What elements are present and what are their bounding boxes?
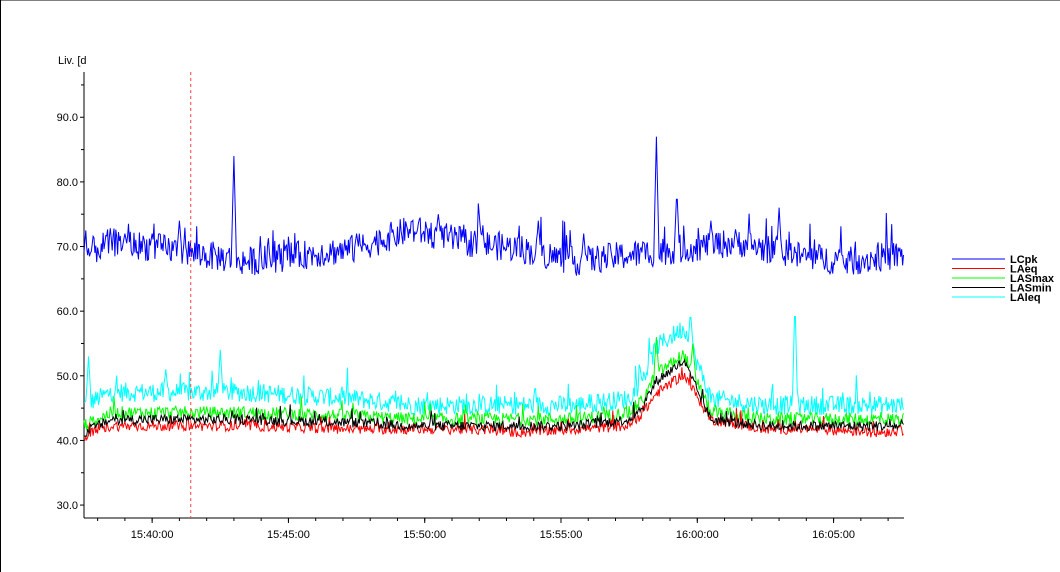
legend-label: LCpk bbox=[1010, 254, 1038, 266]
y-tick-label: 40.0 bbox=[57, 435, 78, 447]
x-tick-label: 15:55:00 bbox=[540, 529, 583, 541]
y-tick-label: 50.0 bbox=[57, 371, 78, 383]
y-tick-label: 30.0 bbox=[57, 500, 78, 512]
series-line-lasmax bbox=[83, 336, 904, 431]
legend-label: LAeq bbox=[1010, 264, 1038, 276]
legend-label: LASmin bbox=[1010, 283, 1052, 295]
x-tick-label: 16:00:00 bbox=[676, 529, 719, 541]
series-line-laeq bbox=[83, 367, 904, 442]
x-tick-label: 15:45:00 bbox=[267, 529, 310, 541]
x-tick-label: 15:50:00 bbox=[403, 529, 446, 541]
y-axis-label: Liv. [d bbox=[58, 55, 87, 67]
legend-label: LASmax bbox=[1010, 273, 1055, 285]
x-tick-label: 15:40:00 bbox=[131, 529, 174, 541]
legend-label: LAleq bbox=[1010, 292, 1041, 304]
series-line-lcpk bbox=[83, 136, 904, 276]
x-axis-ticks: 15:40:00 15:45:00 15:50:00 15:55:00 16:00:00… bbox=[97, 518, 889, 541]
y-tick-label: 90.0 bbox=[57, 112, 78, 124]
y-tick-label: 80.0 bbox=[57, 177, 78, 189]
series-line-laleq bbox=[84, 316, 904, 417]
y-tick-label: 70.0 bbox=[57, 242, 78, 254]
y-tick-label: 60.0 bbox=[57, 306, 78, 318]
y-axis-ticks: 30.0 40.0 50.0 60.0 70.0 80.0 90.0 bbox=[57, 84, 84, 512]
x-tick-label: 16:05:00 bbox=[812, 529, 855, 541]
series-lines bbox=[83, 136, 904, 442]
series-line-lasmin bbox=[83, 358, 904, 437]
